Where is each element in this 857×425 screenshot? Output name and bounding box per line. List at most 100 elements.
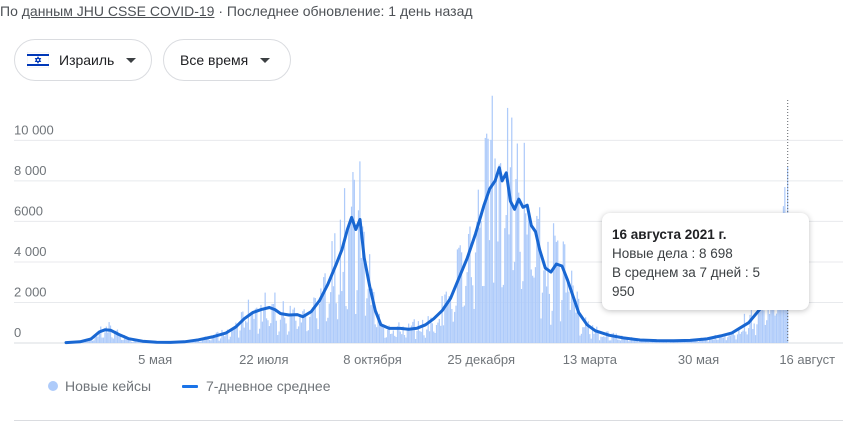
new-cases-bar[interactable]	[417, 321, 420, 343]
new-cases-bar[interactable]	[501, 287, 503, 343]
new-cases-bar[interactable]	[526, 234, 528, 343]
new-cases-bar[interactable]	[562, 241, 564, 343]
new-cases-bar[interactable]	[512, 270, 514, 343]
new-cases-bar[interactable]	[452, 321, 454, 343]
new-cases-bar[interactable]	[229, 336, 231, 343]
new-cases-bar[interactable]	[132, 342, 134, 343]
new-cases-bar[interactable]	[766, 320, 768, 343]
new-cases-bar[interactable]	[707, 341, 709, 343]
new-cases-bar[interactable]	[444, 294, 446, 343]
new-cases-bar[interactable]	[394, 335, 396, 343]
new-cases-bar[interactable]	[93, 340, 95, 343]
new-cases-bar[interactable]	[413, 319, 415, 343]
new-cases-bar[interactable]	[711, 339, 714, 343]
new-cases-bar[interactable]	[84, 340, 87, 343]
new-cases-bar[interactable]	[238, 337, 240, 343]
new-cases-bar[interactable]	[646, 341, 648, 343]
new-cases-bar[interactable]	[767, 297, 769, 343]
new-cases-bar[interactable]	[498, 164, 500, 343]
new-cases-bar[interactable]	[511, 117, 513, 344]
new-cases-bar[interactable]	[101, 337, 103, 343]
new-cases-bar[interactable]	[518, 192, 520, 343]
new-cases-bar[interactable]	[743, 313, 746, 343]
new-cases-bar[interactable]	[568, 291, 570, 343]
new-cases-bar[interactable]	[515, 179, 517, 343]
new-cases-bar[interactable]	[125, 338, 127, 343]
new-cases-bar[interactable]	[300, 322, 303, 343]
new-cases-bar[interactable]	[508, 234, 510, 343]
new-cases-bar[interactable]	[554, 235, 556, 343]
new-cases-bar[interactable]	[100, 326, 102, 343]
new-cases-bar[interactable]	[748, 328, 750, 343]
source-link[interactable]: данным JHU CSSE COVID-19	[21, 3, 215, 19]
new-cases-bar[interactable]	[240, 312, 243, 343]
new-cases-bar[interactable]	[343, 188, 346, 343]
new-cases-bar[interactable]	[116, 329, 119, 343]
new-cases-bar[interactable]	[434, 332, 436, 343]
new-cases-bar[interactable]	[369, 254, 371, 343]
new-cases-bar[interactable]	[725, 340, 727, 343]
new-cases-bar[interactable]	[545, 286, 548, 343]
new-cases-bar[interactable]	[278, 331, 280, 343]
new-cases-bar[interactable]	[357, 210, 360, 343]
new-cases-bar[interactable]	[252, 312, 254, 343]
new-cases-bar[interactable]	[509, 167, 511, 343]
new-cases-bar[interactable]	[282, 301, 284, 343]
new-cases-bar[interactable]	[690, 341, 693, 343]
new-cases-bar[interactable]	[550, 324, 552, 343]
new-cases-bar[interactable]	[732, 330, 734, 343]
new-cases-bar[interactable]	[339, 219, 342, 343]
new-cases-bar[interactable]	[544, 269, 546, 343]
country-selector[interactable]: Израиль	[14, 39, 152, 81]
new-cases-bar[interactable]	[309, 316, 311, 343]
new-cases-bar[interactable]	[249, 329, 251, 343]
new-cases-bar[interactable]	[232, 327, 234, 343]
new-cases-bar[interactable]	[591, 325, 594, 343]
new-cases-bar[interactable]	[522, 281, 524, 343]
new-cases-bar[interactable]	[206, 338, 208, 343]
new-cases-bar[interactable]	[593, 333, 595, 343]
new-cases-bar[interactable]	[753, 323, 755, 343]
new-cases-bar[interactable]	[513, 261, 516, 343]
new-cases-bar[interactable]	[318, 303, 321, 343]
new-cases-bar[interactable]	[785, 285, 787, 343]
new-cases-bar[interactable]	[211, 337, 213, 343]
new-cases-bar[interactable]	[686, 341, 688, 343]
new-cases-bar[interactable]	[530, 269, 532, 343]
new-cases-bar[interactable]	[363, 231, 365, 343]
new-cases-bar[interactable]	[388, 325, 390, 343]
new-cases-bar[interactable]	[598, 340, 601, 343]
new-cases-bar[interactable]	[647, 342, 649, 343]
new-cases-bar[interactable]	[713, 339, 715, 343]
new-cases-bar[interactable]	[527, 211, 530, 343]
new-cases-bar[interactable]	[576, 291, 578, 343]
new-cases-bar[interactable]	[775, 313, 778, 343]
new-cases-bar[interactable]	[586, 326, 588, 343]
new-cases-bar[interactable]	[597, 332, 599, 343]
new-cases-bar[interactable]	[314, 298, 316, 343]
new-cases-bar[interactable]	[377, 314, 379, 343]
new-cases-bar[interactable]	[561, 300, 563, 343]
new-cases-bar[interactable]	[635, 339, 637, 343]
new-cases-bar[interactable]	[257, 333, 259, 343]
new-cases-bar[interactable]	[299, 315, 301, 343]
new-cases-bar[interactable]	[603, 336, 605, 343]
new-cases-bar[interactable]	[699, 340, 701, 343]
new-cases-bar[interactable]	[746, 334, 748, 343]
new-cases-bar[interactable]	[97, 336, 99, 343]
new-cases-bar[interactable]	[486, 133, 488, 343]
new-cases-bar[interactable]	[428, 331, 431, 343]
new-cases-bar[interactable]	[416, 330, 418, 343]
time-range-selector[interactable]: Все время	[163, 39, 291, 81]
new-cases-bar[interactable]	[533, 277, 535, 343]
new-cases-bar[interactable]	[601, 336, 603, 343]
new-cases-bar[interactable]	[738, 327, 740, 343]
new-cases-bar[interactable]	[426, 329, 428, 343]
new-cases-bar[interactable]	[350, 206, 353, 343]
new-cases-bar[interactable]	[459, 245, 461, 343]
new-cases-bar[interactable]	[212, 334, 215, 343]
new-cases-bar[interactable]	[415, 339, 417, 343]
new-cases-bar[interactable]	[295, 320, 297, 343]
new-cases-bar[interactable]	[708, 339, 711, 343]
new-cases-bar[interactable]	[395, 336, 397, 343]
